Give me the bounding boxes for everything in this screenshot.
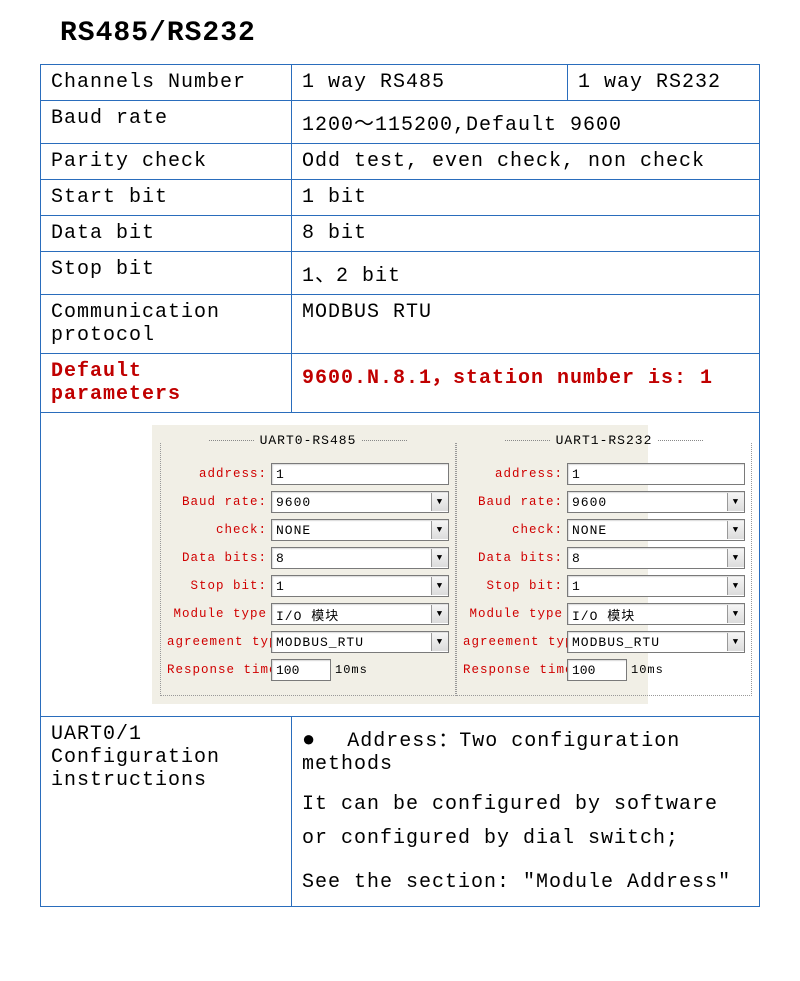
- instructions-body: ● Address：Two configuration methods It c…: [292, 717, 760, 907]
- chevron-down-icon: ▼: [727, 493, 744, 511]
- module-label: Module type: [167, 607, 271, 621]
- select-value: 1: [568, 579, 727, 594]
- agreement-select[interactable]: MODBUS_RTU ▼: [567, 631, 745, 653]
- resp-unit: 10ms: [631, 663, 664, 677]
- databits-select[interactable]: 8 ▼: [271, 547, 449, 569]
- row-value: 9600.N.8.1，station number is: 1: [292, 354, 760, 413]
- row-label: Parity check: [41, 144, 292, 180]
- resp-input[interactable]: [567, 659, 627, 681]
- select-value: NONE: [272, 523, 431, 538]
- chevron-down-icon: ▼: [431, 605, 448, 623]
- select-value: 8: [568, 551, 727, 566]
- chevron-down-icon: ▼: [431, 577, 448, 595]
- check-select[interactable]: NONE ▼: [271, 519, 449, 541]
- instructions-row: UART0/1 Configuration instructions ● Add…: [41, 717, 760, 907]
- module-label: Module type: [463, 607, 567, 621]
- check-select[interactable]: NONE ▼: [567, 519, 745, 541]
- page-title: RS485/RS232: [60, 18, 800, 49]
- select-value: NONE: [568, 523, 727, 538]
- row-value: Odd test, even check, non check: [292, 144, 760, 180]
- chevron-down-icon: ▼: [727, 521, 744, 539]
- select-value: 9600: [568, 495, 727, 510]
- row-value: MODBUS RTU: [292, 295, 760, 354]
- stopbit-label: Stop bit:: [463, 579, 567, 593]
- agreement-label: agreement type: [167, 635, 271, 649]
- select-value: 9600: [272, 495, 431, 510]
- address-input[interactable]: [271, 463, 449, 485]
- select-value: 1: [272, 579, 431, 594]
- row-value: 1200～115200,Default 9600: [292, 101, 760, 144]
- baud-select[interactable]: 9600 ▼: [567, 491, 745, 513]
- row-value: 1、2 bit: [292, 252, 760, 295]
- address-input[interactable]: [567, 463, 745, 485]
- select-value: I/O 模块: [272, 605, 431, 624]
- row-label: Baud rate: [41, 101, 292, 144]
- resp-unit: 10ms: [335, 663, 368, 677]
- bullet-icon: ●: [302, 728, 316, 753]
- chevron-down-icon: ▼: [727, 577, 744, 595]
- default-params-row: Default parameters 9600.N.8.1，station nu…: [41, 354, 760, 413]
- row-value: 1 way RS485: [292, 65, 568, 101]
- table-row: Channels Number 1 way RS485 1 way RS232: [41, 65, 760, 101]
- databits-label: Data bits:: [463, 551, 567, 565]
- resp-input[interactable]: [271, 659, 331, 681]
- row-label: Communication protocol: [41, 295, 292, 354]
- chevron-down-icon: ▼: [727, 605, 744, 623]
- instructions-text-1: It can be configured by software or conf…: [302, 788, 749, 856]
- select-value: MODBUS_RTU: [568, 635, 727, 650]
- stopbit-label: Stop bit:: [167, 579, 271, 593]
- stopbit-select[interactable]: 1 ▼: [271, 575, 449, 597]
- row-value: 1 bit: [292, 180, 760, 216]
- row-label: Channels Number: [41, 65, 292, 101]
- chevron-down-icon: ▼: [431, 493, 448, 511]
- row-label: Default parameters: [41, 354, 292, 413]
- uart0-panel: UART0-RS485 address: Baud rate: 9600 ▼: [160, 435, 456, 696]
- resp-label: Response timeout: [463, 663, 567, 677]
- table-row: Communication protocol MODBUS RTU: [41, 295, 760, 354]
- address-label: address:: [167, 467, 271, 481]
- table-row: Parity check Odd test, even check, non c…: [41, 144, 760, 180]
- chevron-down-icon: ▼: [727, 549, 744, 567]
- row-value: 1 way RS232: [568, 65, 760, 101]
- baud-label: Baud rate:: [167, 495, 271, 509]
- agreement-label: agreement type: [463, 635, 567, 649]
- module-select[interactable]: I/O 模块 ▼: [271, 603, 449, 625]
- table-row: Start bit 1 bit: [41, 180, 760, 216]
- instructions-label: UART0/1 Configuration instructions: [41, 717, 292, 907]
- row-label: Data bit: [41, 216, 292, 252]
- bullet-text: Address：Two configuration methods: [302, 730, 680, 776]
- address-label: address:: [463, 467, 567, 481]
- chevron-down-icon: ▼: [431, 521, 448, 539]
- chevron-down-icon: ▼: [727, 633, 744, 651]
- agreement-select[interactable]: MODBUS_RTU ▼: [271, 631, 449, 653]
- baud-select[interactable]: 9600 ▼: [271, 491, 449, 513]
- databits-label: Data bits:: [167, 551, 271, 565]
- module-select[interactable]: I/O 模块 ▼: [567, 603, 745, 625]
- chevron-down-icon: ▼: [431, 549, 448, 567]
- databits-select[interactable]: 8 ▼: [567, 547, 745, 569]
- check-label: check:: [463, 523, 567, 537]
- row-value: 8 bit: [292, 216, 760, 252]
- baud-label: Baud rate:: [463, 495, 567, 509]
- select-value: 8: [272, 551, 431, 566]
- select-value: MODBUS_RTU: [272, 635, 431, 650]
- resp-label: Response timeout: [167, 663, 271, 677]
- uart1-panel: UART1-RS232 address: Baud rate: 9600 ▼: [456, 435, 752, 696]
- row-label: Start bit: [41, 180, 292, 216]
- uart1-legend: UART1-RS232: [456, 433, 752, 448]
- stopbit-select[interactable]: 1 ▼: [567, 575, 745, 597]
- uart0-legend: UART0-RS485: [160, 433, 456, 448]
- instructions-text-2: See the section: "Module Address": [302, 866, 749, 900]
- spec-table: Channels Number 1 way RS485 1 way RS232 …: [40, 64, 760, 907]
- row-label: Stop bit: [41, 252, 292, 295]
- config-panels-row: UART0-RS485 address: Baud rate: 9600 ▼: [41, 413, 760, 717]
- table-row: Baud rate 1200～115200,Default 9600: [41, 101, 760, 144]
- chevron-down-icon: ▼: [431, 633, 448, 651]
- table-row: Stop bit 1、2 bit: [41, 252, 760, 295]
- select-value: I/O 模块: [568, 605, 727, 624]
- panels-container: UART0-RS485 address: Baud rate: 9600 ▼: [152, 425, 648, 704]
- table-row: Data bit 8 bit: [41, 216, 760, 252]
- check-label: check:: [167, 523, 271, 537]
